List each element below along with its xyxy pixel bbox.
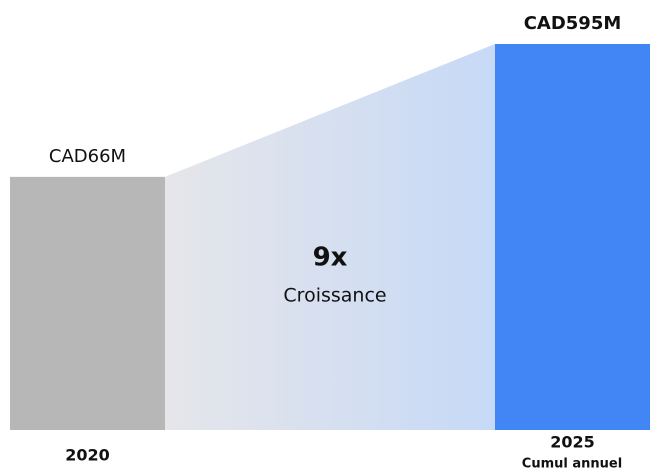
bar: [495, 44, 650, 430]
growth-label: Croissance: [283, 285, 386, 307]
value-label: CAD66M: [49, 146, 126, 167]
growth-factor: 9x: [313, 243, 348, 273]
growth-band: [165, 44, 495, 430]
category-label: 2025: [550, 433, 595, 452]
bar: [10, 176, 165, 430]
value-label: CAD595M: [524, 13, 622, 34]
category-label: 2020: [65, 446, 110, 465]
period-note: Cumul annuel: [522, 457, 622, 472]
